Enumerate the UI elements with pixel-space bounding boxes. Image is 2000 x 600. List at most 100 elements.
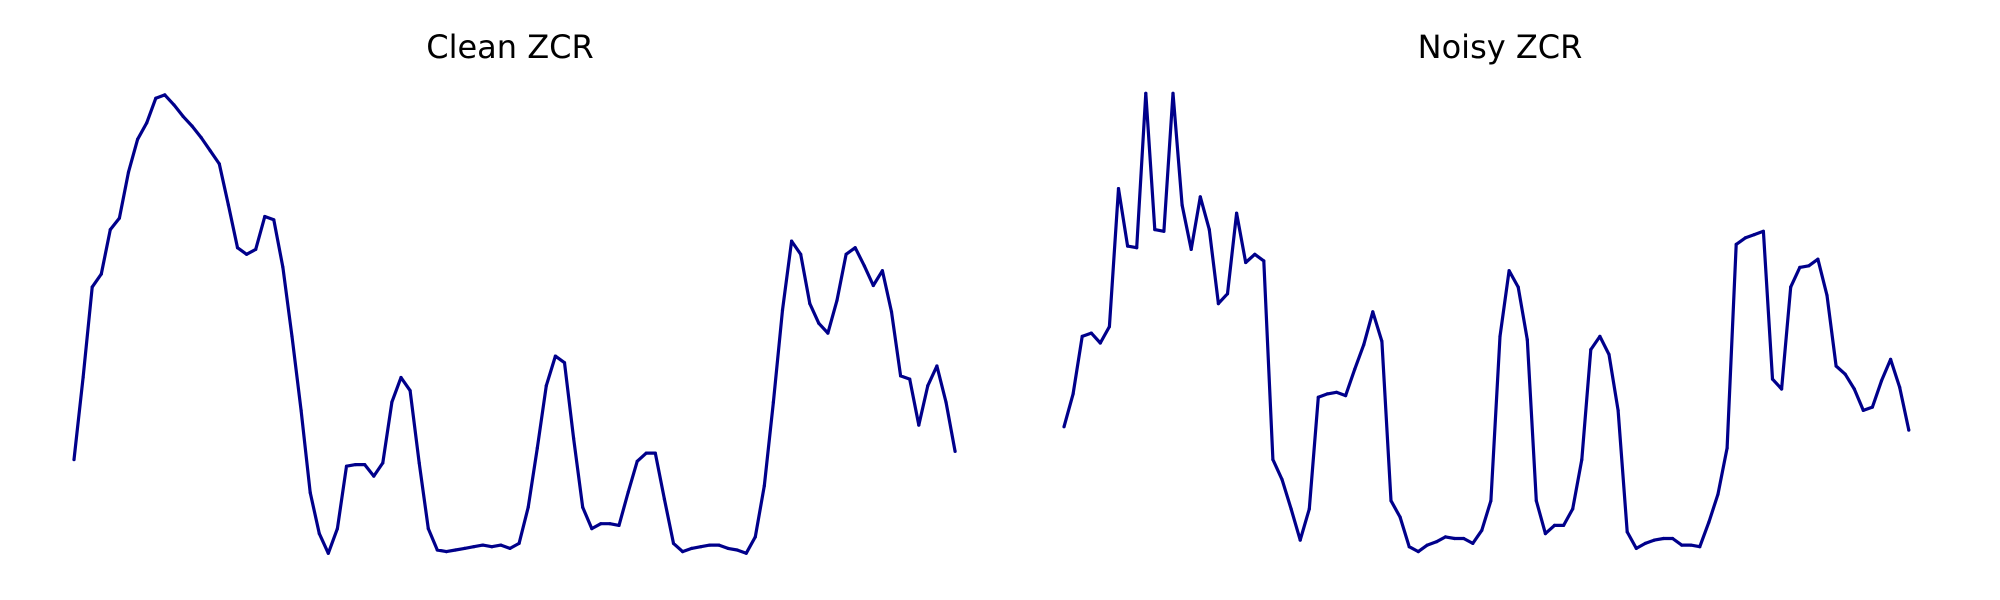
data-point <box>1825 293 1829 297</box>
data-point <box>1216 302 1220 306</box>
data-point <box>572 436 576 440</box>
data-point <box>1225 292 1230 296</box>
data-point <box>463 546 467 551</box>
data-point <box>1879 379 1884 383</box>
data-point <box>1116 187 1121 191</box>
data-point <box>653 451 657 455</box>
data-point <box>1498 334 1502 338</box>
data-point <box>1262 259 1266 263</box>
data-point <box>826 331 830 335</box>
data-point <box>1489 499 1493 503</box>
data-point <box>817 321 821 325</box>
data-point <box>708 543 712 547</box>
data-point <box>1344 394 1348 398</box>
data-point <box>190 124 194 128</box>
data-point <box>1307 507 1311 511</box>
data-point <box>1789 285 1793 289</box>
data-point <box>553 354 558 358</box>
data-point <box>1552 523 1557 528</box>
data-point <box>1716 492 1720 496</box>
data-point <box>1107 325 1111 329</box>
data-point <box>1580 458 1584 462</box>
data-point <box>1743 236 1747 240</box>
data-point <box>1725 446 1729 450</box>
data-point <box>344 464 349 468</box>
data-point <box>154 96 158 100</box>
data-point <box>1062 425 1066 429</box>
data-point <box>245 252 249 256</box>
data-point <box>354 463 358 467</box>
data-point <box>644 451 648 455</box>
data-point <box>226 203 230 207</box>
data-point <box>272 218 276 222</box>
data-point <box>208 149 212 153</box>
data-point <box>1162 229 1166 233</box>
data-point <box>326 551 330 555</box>
data-point <box>1761 229 1765 233</box>
data-point <box>1126 244 1130 248</box>
data-point <box>126 170 131 174</box>
data-point <box>1353 367 1357 371</box>
line-series-noisy-zcr <box>1062 91 1911 554</box>
data-point <box>1543 532 1547 536</box>
data-point <box>790 239 794 243</box>
data-point <box>880 269 885 273</box>
data-point <box>317 532 321 536</box>
data-point <box>526 505 530 509</box>
data-point <box>381 461 385 465</box>
data-point <box>263 214 267 219</box>
data-point <box>1098 341 1102 345</box>
data-point <box>953 449 957 453</box>
data-point <box>1571 507 1575 511</box>
data-point <box>1870 405 1874 409</box>
data-point <box>217 162 221 166</box>
data-point <box>1171 91 1175 95</box>
data-point <box>1707 520 1711 524</box>
data-point <box>1516 285 1520 289</box>
data-point <box>590 527 594 531</box>
data-point <box>1680 543 1684 547</box>
data-point <box>671 541 676 546</box>
data-point <box>1071 392 1075 396</box>
data-point <box>1207 228 1211 232</box>
data-point <box>308 490 312 495</box>
data-point <box>1589 348 1593 352</box>
data-point <box>944 400 948 404</box>
data-point <box>1462 536 1466 541</box>
data-point <box>681 550 685 554</box>
data-point <box>1807 264 1811 268</box>
data-point <box>1144 91 1148 95</box>
data-point <box>926 384 930 388</box>
data-point <box>1089 331 1093 335</box>
data-point <box>1298 538 1302 542</box>
data-point <box>899 374 903 378</box>
data-point <box>1189 247 1193 251</box>
data-point <box>172 103 176 107</box>
data-point <box>1671 536 1675 541</box>
data-point <box>1289 507 1293 511</box>
data-point <box>1453 536 1457 541</box>
data-point <box>908 377 912 381</box>
data-point <box>1235 211 1239 215</box>
data-point <box>517 541 521 546</box>
data-point <box>753 535 757 539</box>
data-point <box>1198 195 1202 199</box>
chart-clean-zcr: Clean ZCR <box>72 28 957 555</box>
data-point <box>163 93 167 97</box>
data-point <box>1661 536 1666 541</box>
data-point <box>1271 458 1275 462</box>
data-point <box>453 548 458 552</box>
data-point <box>1334 390 1339 394</box>
data-point <box>1371 310 1375 314</box>
data-point <box>1253 252 1257 256</box>
data-point <box>136 137 140 141</box>
data-point <box>1898 385 1902 389</box>
data-point <box>254 247 258 251</box>
data-point <box>535 446 539 450</box>
data-point <box>108 228 112 232</box>
data-point <box>699 545 703 549</box>
data-point <box>726 546 730 551</box>
data-point <box>544 384 548 388</box>
data-point <box>1434 540 1438 544</box>
